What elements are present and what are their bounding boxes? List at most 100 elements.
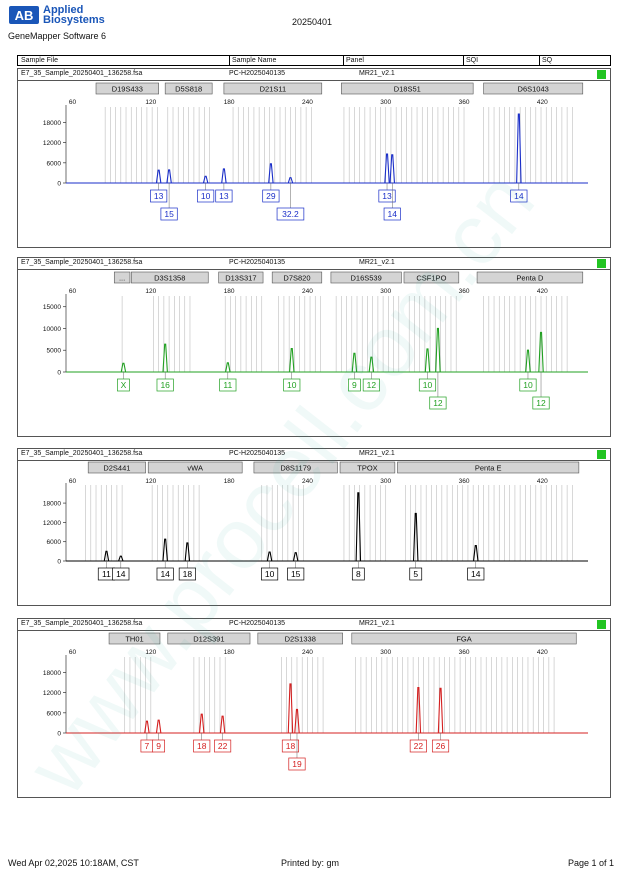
y-tick-label: 0 [57,731,61,738]
column-divider [229,56,230,65]
marker-box [257,632,343,645]
allele-call-box [112,567,130,581]
allele-call-label: 9 [352,380,357,390]
marker-box [330,271,402,284]
electropherogram-plot-green[interactable]: ... D3S1358 D13S317 D7S820 D16S539 CSF1PO Pent… [18,258,610,436]
x-tick-label: 180 [224,99,235,106]
peak [437,687,444,734]
allele-call-box [117,378,130,392]
sample-name: PC-H2025040135 [229,450,286,457]
peak [415,687,422,734]
marker-label: vWA [187,464,203,473]
marker-label: D2S1338 [285,635,316,644]
allele-call-label: 12 [367,380,377,390]
marker-box [341,82,474,95]
column-sqi[interactable]: SQI [466,57,479,64]
column-divider [343,56,344,65]
allele-call-label: 19 [292,759,302,769]
column-sample-name[interactable]: Sample Name [232,57,277,64]
peak [384,153,390,184]
allele-call-box [288,757,306,771]
allele-call-box [262,189,280,203]
electropherogram-plot-blue[interactable]: D19S433 D5S818 D21S11 D18S51 D6S1043 60 120 180… [18,69,610,247]
footer-printed-by: Printed by: gm [281,858,340,868]
sizing-quality-status-icon [597,259,606,268]
allele-call-box [215,189,233,203]
peak [435,327,441,373]
allele-call-box [431,739,450,753]
peak [412,512,419,562]
panel-name: MR21_v2.1 [359,620,395,627]
sample-info-row: E7_35_Sample_20250401_136258.fsa PC-H202… [18,258,610,270]
peak [368,356,375,373]
marker-box [339,461,396,474]
marker-label: D19S433 [112,85,143,94]
x-tick-label: 180 [224,649,235,656]
allele-call-label: 18 [286,741,296,751]
marker-label: D2S441 [103,464,130,473]
marker-box [403,271,460,284]
x-tick-label: 60 [69,288,77,295]
peak [198,713,205,734]
marker-box [164,82,213,95]
x-tick-label: 300 [380,478,391,485]
allele-call-label: 7 [145,741,150,751]
column-sq[interactable]: SQ [542,57,553,64]
peak [162,538,168,562]
peak [287,177,294,184]
sample-name: PC-H2025040135 [229,70,286,77]
peak [266,551,273,562]
y-tick-label: 6000 [47,710,62,717]
allele-call-box [383,207,401,221]
allele-call-box [348,378,361,392]
allele-call-label: 5 [413,569,418,579]
electropherogram-plot-black[interactable]: D2S441 vWA D8S1179 TPOX Penta E60 120 180 240 30… [18,449,610,605]
sizing-quality-status-icon [597,70,606,79]
marker-label: CSF1PO [416,274,446,283]
peak [120,362,127,373]
x-tick-label: 420 [537,99,548,106]
x-tick-label: 360 [459,478,470,485]
column-panel[interactable]: Panel [346,57,364,64]
x-tick-label: 120 [145,288,156,295]
peak [268,163,274,184]
allele-call-label: 12 [536,398,546,408]
allele-call-box [150,189,168,203]
sample-file-name: E7_35_Sample_20250401_136258.fsa [21,450,143,457]
allele-call-box [283,378,301,392]
peak [155,719,162,734]
marker-label: D5S818 [175,85,202,94]
report-date: 20250401 [292,17,333,27]
allele-call-label: 11 [223,380,232,390]
allele-call-label: 12 [433,398,443,408]
peak [166,169,172,184]
y-tick-label: 5000 [47,348,62,355]
marker-box [351,632,577,645]
x-tick-label: 360 [459,288,470,295]
allele-call-box [160,207,178,221]
allele-call-box [261,567,279,581]
x-tick-label: 120 [145,649,156,656]
marker-box [108,632,161,645]
column-sample-file[interactable]: Sample File [21,57,58,64]
column-header-bar: Sample File Sample Name Panel SQI SQ [17,55,611,66]
allele-call-box [351,567,365,581]
peak [155,169,162,184]
x-tick-label: 300 [380,649,391,656]
marker-box [253,461,338,474]
brand-name: Applied Biosystems [43,5,105,26]
marker-box [476,271,584,284]
marker-box [167,632,251,645]
footer-page-number: Page 1 of 1 [567,858,614,868]
allele-call-box [362,378,380,392]
y-tick-label: 12000 [43,690,61,697]
allele-call-label: 18 [197,741,207,751]
allele-call-label: 14 [388,209,398,219]
marker-box [147,461,243,474]
marker-box [130,271,209,284]
marker-box [271,271,323,284]
sample-file-name: E7_35_Sample_20250401_136258.fsa [21,620,143,627]
marker-label: FGA [456,635,471,644]
svg-text:AB: AB [15,8,34,23]
